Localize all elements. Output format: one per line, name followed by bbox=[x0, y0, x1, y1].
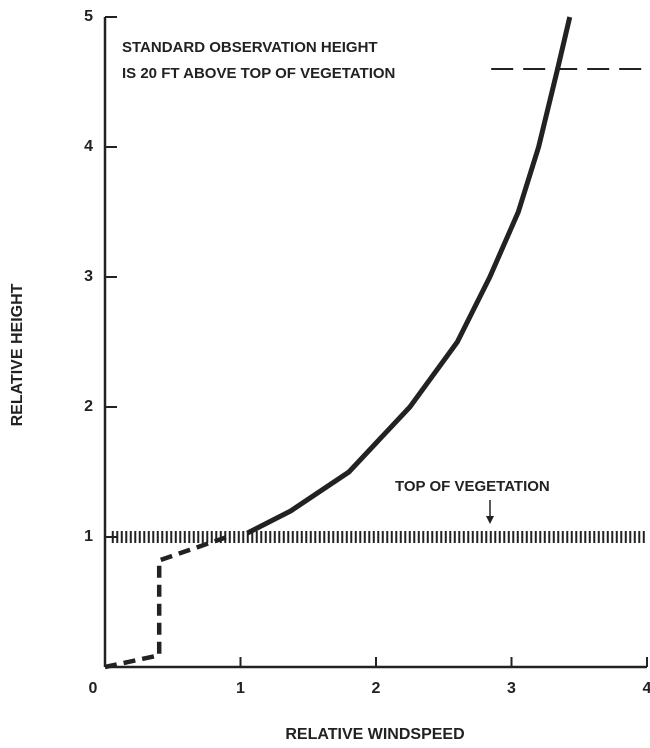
x-tick-label: 1 bbox=[236, 680, 245, 697]
y-tick-label: 4 bbox=[84, 138, 93, 155]
y-tick-label: 2 bbox=[84, 398, 93, 415]
series-line bbox=[246, 16, 573, 536]
y-tick-label: 3 bbox=[84, 268, 93, 285]
annotation: IS 20 FT ABOVE TOP OF VEGETATION bbox=[122, 65, 395, 82]
x-tick-label: 2 bbox=[372, 680, 381, 697]
x-axis-label: RELATIVE WINDSPEED bbox=[285, 726, 464, 743]
x-tick-label: 0 bbox=[89, 680, 98, 697]
series-line bbox=[104, 534, 228, 670]
annotation: TOP OF VEGETATION bbox=[395, 478, 550, 495]
y-axis-label: RELATIVE HEIGHT bbox=[9, 283, 26, 426]
y-tick-label: 5 bbox=[84, 8, 93, 25]
annotation: STANDARD OBSERVATION HEIGHT bbox=[122, 39, 378, 56]
x-tick-label: 4 bbox=[643, 680, 650, 697]
arrow-head bbox=[486, 516, 494, 524]
y-tick-label: 1 bbox=[84, 528, 93, 545]
x-tick-label: 3 bbox=[507, 680, 516, 697]
